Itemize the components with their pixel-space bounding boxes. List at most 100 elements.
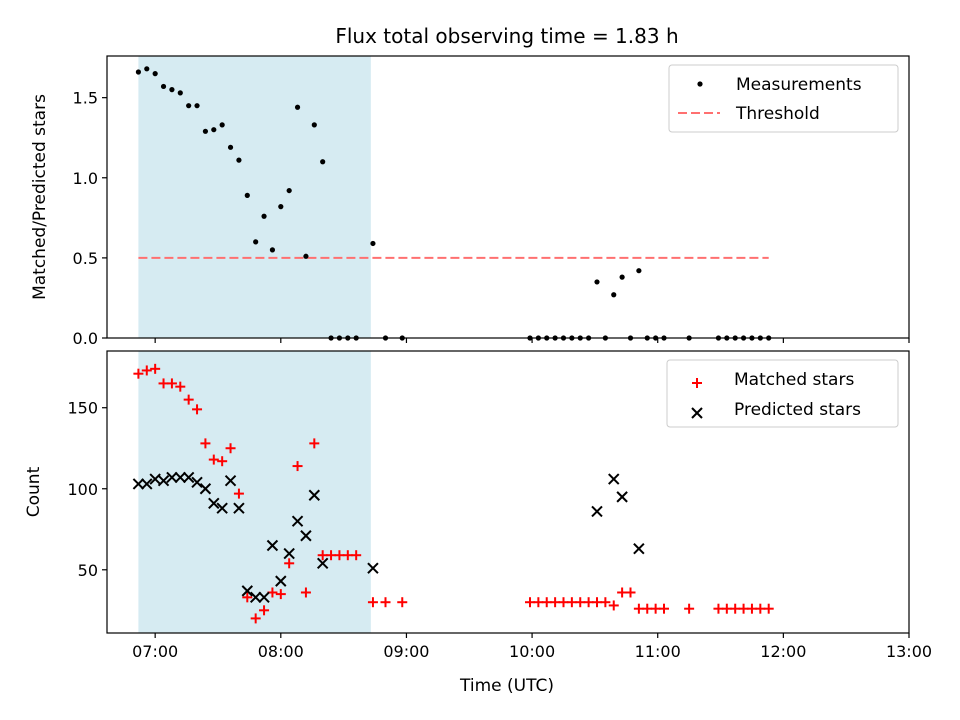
matched-star-point — [166, 378, 177, 389]
predicted-star-point — [367, 562, 379, 574]
matched-stars-series — [133, 363, 774, 624]
predicted-star-point — [241, 585, 254, 597]
predicted-star-point — [191, 476, 203, 488]
chart-title: Flux total observing time = 1.83 h — [335, 24, 678, 48]
y-tick-label: 50 — [78, 561, 98, 580]
matched-star-point — [755, 603, 766, 614]
bottom-shaded-region — [138, 351, 371, 633]
top-y-axis-label: Matched/Predicted stars — [30, 94, 50, 300]
matched-star-point — [397, 597, 408, 608]
matched-star-point — [575, 597, 586, 608]
top-axes-frame — [106, 55, 910, 339]
matched-star-point — [642, 603, 653, 614]
predicted-star-point — [132, 478, 145, 490]
matched-star-point — [317, 550, 328, 561]
measurement-point — [278, 204, 284, 210]
y-tick-label: 100 — [67, 480, 98, 499]
predicted-star-point — [141, 478, 153, 490]
matched-star-point — [738, 603, 749, 614]
legend-measurements-label: Measurements — [736, 75, 862, 95]
measurement-point — [294, 104, 301, 110]
matched-star-point — [713, 603, 724, 614]
matched-star-point — [591, 597, 602, 608]
measurement-point — [144, 66, 150, 72]
measurement-point — [219, 122, 225, 128]
matched-star-point — [183, 394, 194, 405]
measurement-point — [253, 239, 259, 245]
top-legend-box — [668, 64, 899, 133]
top-x-ticks — [154, 338, 910, 343]
matched-star-point — [334, 550, 345, 561]
matched-star-point — [380, 597, 391, 608]
matched-star-point — [150, 363, 161, 374]
top-y-ticks: 0.0 0.5 1.0 1.5 — [73, 89, 107, 348]
measurement-point — [236, 157, 242, 163]
measurement-point — [169, 87, 175, 93]
matched-star-point — [659, 603, 670, 614]
x-tick-label: 08:00 — [258, 642, 304, 661]
matched-star-point — [259, 605, 270, 616]
measurement-point — [320, 159, 326, 165]
matched-star-point — [566, 597, 577, 608]
matched-star-point — [746, 603, 757, 614]
matched-star-point — [625, 587, 636, 598]
measurement-point — [269, 247, 276, 253]
predicted-star-point — [174, 471, 186, 484]
y-tick-label: 150 — [67, 399, 98, 418]
matched-star-point — [175, 381, 186, 392]
predicted-star-point — [157, 474, 170, 487]
y-tick-label: 0.0 — [73, 329, 98, 348]
legend-matched-marker — [692, 378, 702, 388]
matched-star-point — [533, 597, 544, 608]
predicted-star-point — [224, 474, 237, 487]
predicted-star-point — [275, 575, 287, 587]
matched-star-point — [208, 454, 219, 465]
matched-star-point — [250, 613, 261, 624]
measurement-point — [152, 71, 158, 77]
measurement-point — [611, 292, 617, 298]
y-tick-label: 1.0 — [73, 169, 98, 188]
matched-star-point — [730, 603, 741, 614]
matched-star-point — [684, 603, 695, 614]
matched-star-point — [633, 603, 644, 614]
matched-star-point — [133, 368, 144, 379]
bottom-x-ticks: 07:00 08:00 09:00 10:00 11:00 12:00 13:00 — [132, 633, 932, 661]
predicted-star-point — [166, 471, 178, 484]
matched-star-point — [550, 597, 561, 608]
matched-star-point — [600, 597, 611, 608]
predicted-star-point — [308, 489, 321, 501]
matched-star-point — [242, 592, 253, 603]
matched-star-point — [309, 438, 320, 449]
matched-star-point — [617, 587, 628, 598]
legend-predicted-marker — [691, 407, 703, 419]
predicted-star-point — [199, 483, 212, 495]
matched-star-point — [233, 488, 244, 499]
matched-star-point — [351, 550, 362, 561]
matched-star-point — [763, 603, 774, 614]
matched-star-point — [541, 597, 552, 608]
predicted-star-point — [608, 473, 620, 485]
x-tick-label: 07:00 — [132, 642, 178, 661]
bottom-panel: 07:00 08:00 09:00 10:00 11:00 12:00 13:00 50 10… — [24, 350, 932, 696]
matched-star-point — [217, 456, 228, 467]
measurement-point — [177, 90, 183, 96]
matched-star-point — [367, 597, 378, 608]
measurement-point — [160, 83, 167, 90]
bottom-y-axis-label: Count — [24, 466, 44, 517]
measurement-point — [636, 268, 642, 274]
measurement-point — [211, 127, 217, 133]
matched-star-point — [200, 438, 211, 449]
matched-star-point — [300, 587, 311, 598]
matched-star-point — [342, 550, 353, 561]
matched-star-point — [275, 589, 286, 600]
top-panel: 0.0 0.5 1.0 1.5 Matched/Predicted stars Mea… — [30, 55, 910, 348]
top-shaded-region — [138, 56, 371, 338]
x-tick-label: 09:00 — [383, 642, 429, 661]
legend-predicted-label: Predicted stars — [734, 400, 861, 420]
measurement-point — [186, 103, 192, 109]
predicted-star-point — [300, 530, 312, 542]
x-tick-label: 10:00 — [509, 642, 555, 661]
matched-star-point — [583, 597, 594, 608]
predicted-star-point — [208, 497, 220, 510]
